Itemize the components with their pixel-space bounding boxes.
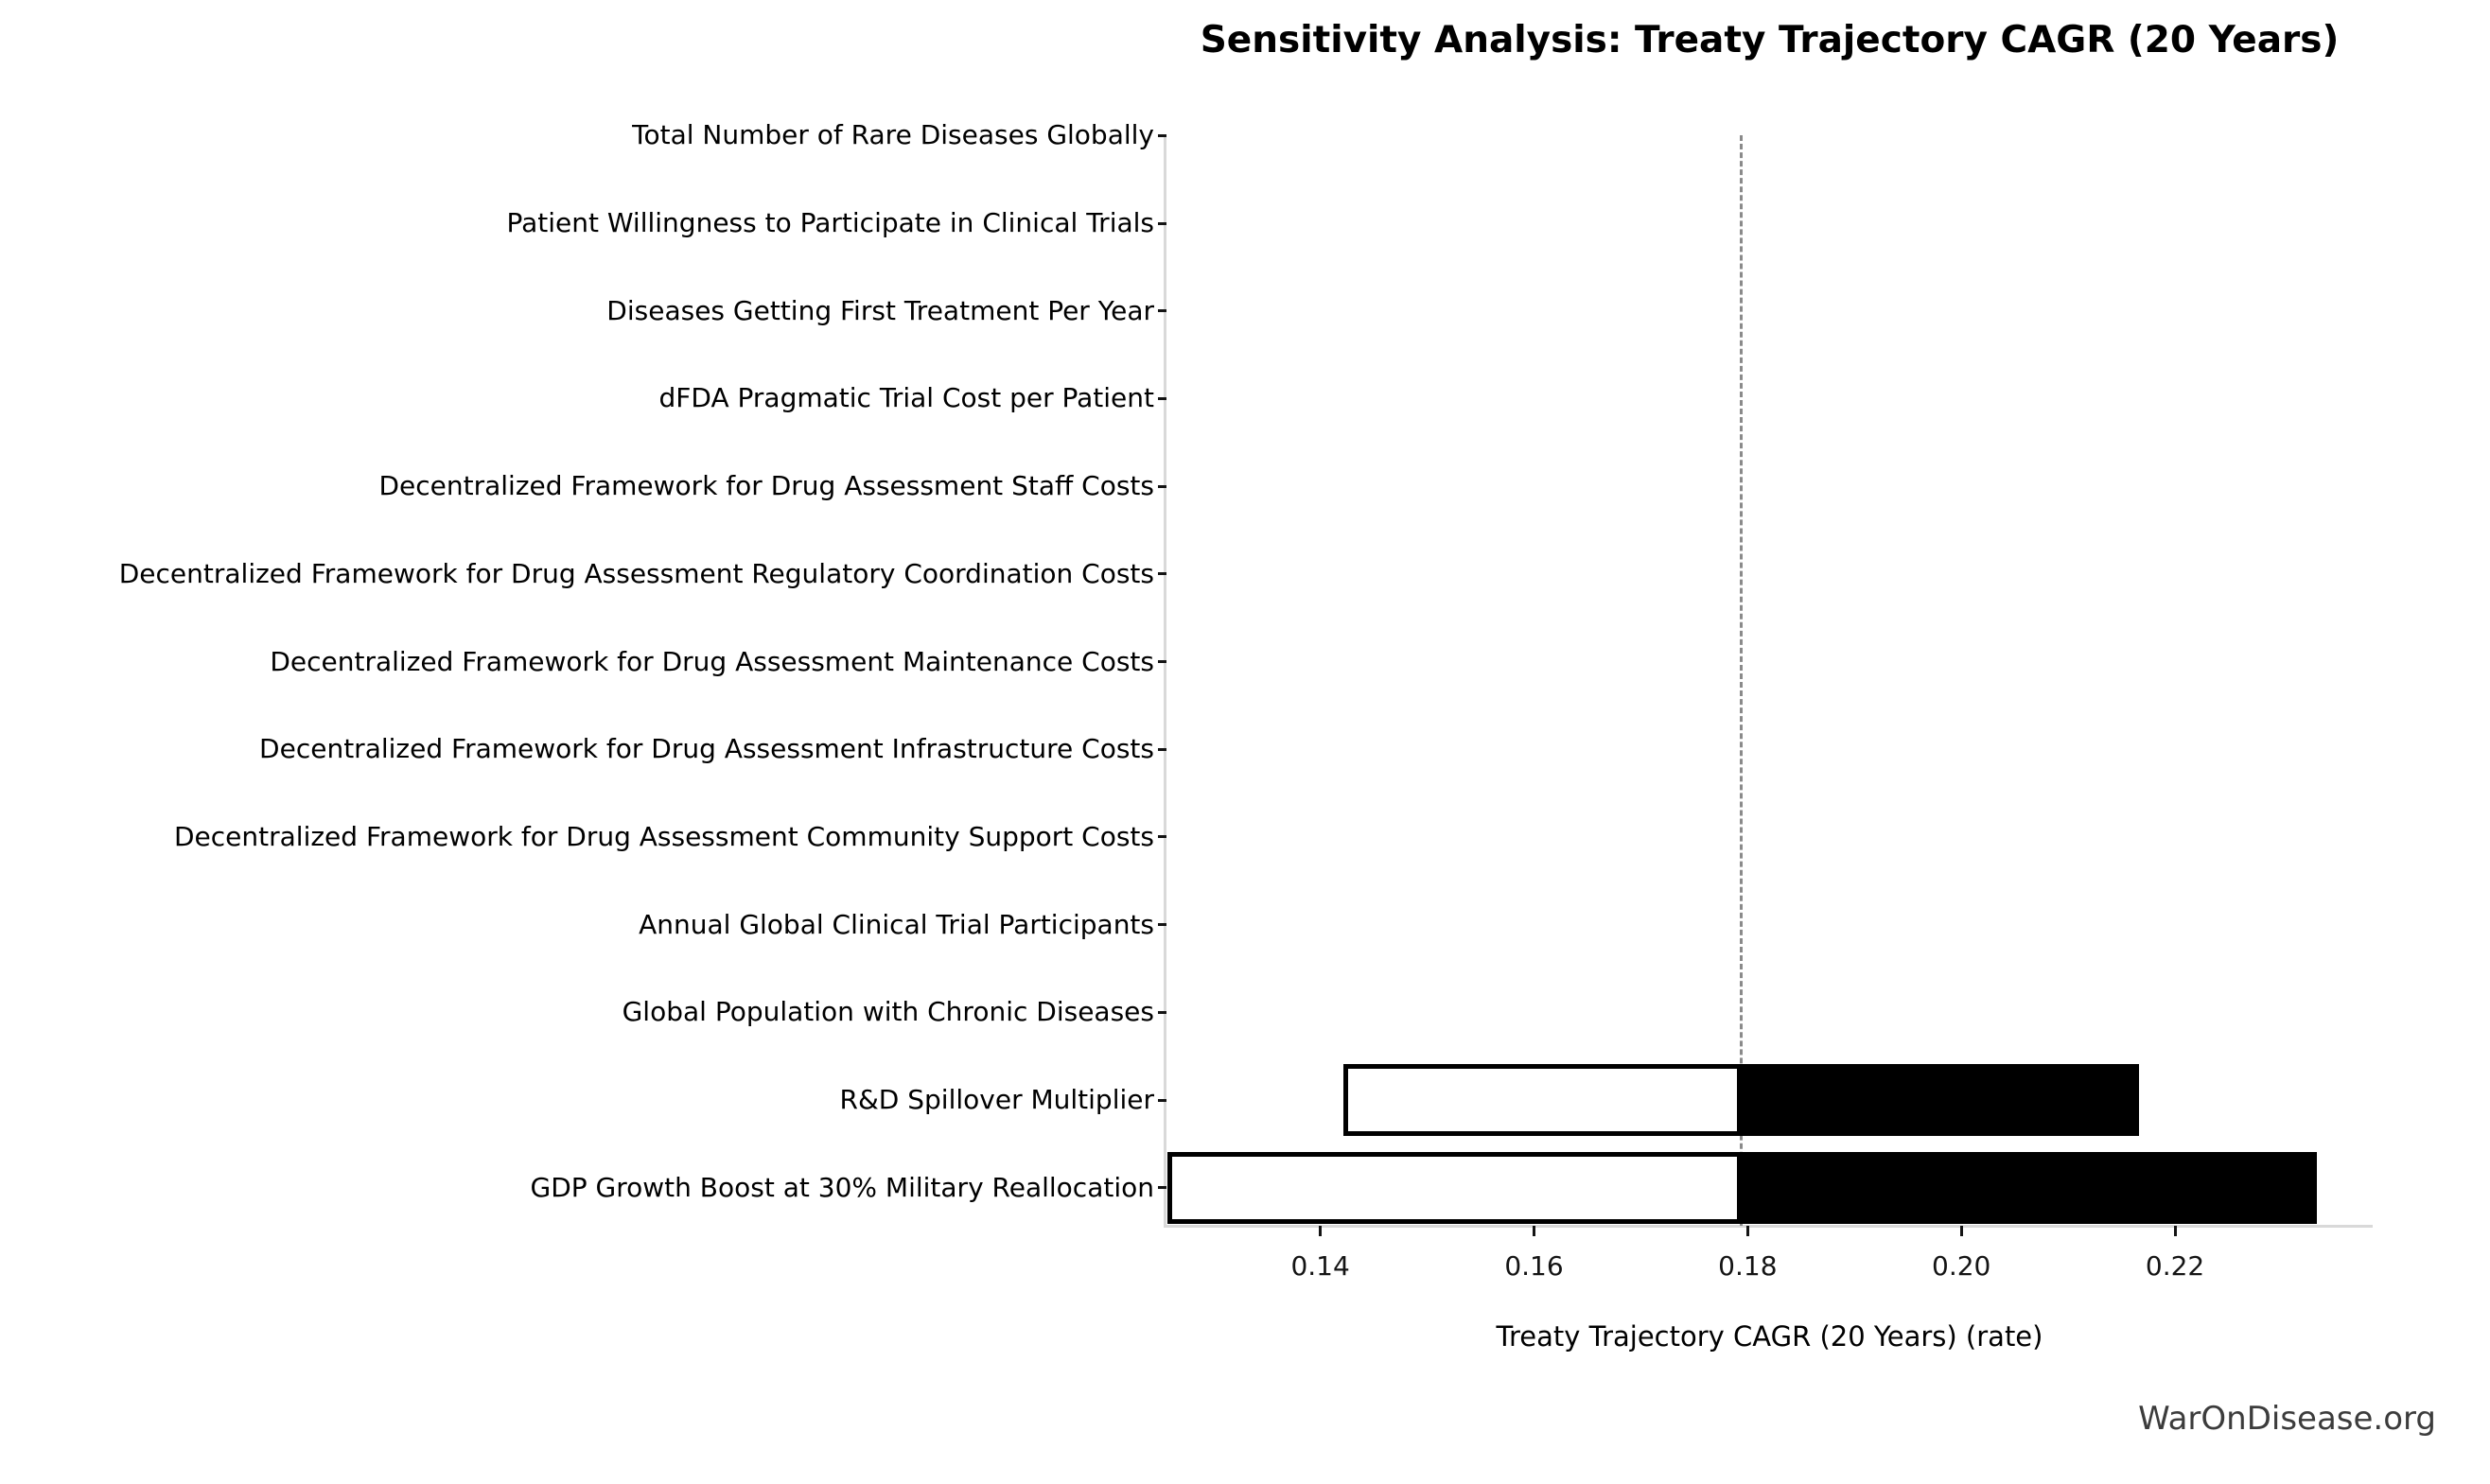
y-tick-mark — [1158, 1010, 1166, 1014]
x-tick-label: 0.20 — [1932, 1250, 1991, 1282]
y-tick-mark — [1158, 1098, 1166, 1102]
x-tick-mark — [1959, 1226, 1963, 1236]
y-category-label: R&D Spillover Multiplier — [839, 1084, 1155, 1115]
x-tick-label: 0.14 — [1290, 1250, 1350, 1282]
tornado-bar-high-segment — [1741, 1064, 2139, 1136]
y-tick-mark — [1158, 221, 1166, 225]
y-category-label: Total Number of Rare Diseases Globally — [632, 119, 1154, 151]
y-category-label: Decentralized Framework for Drug Assessm… — [174, 820, 1154, 852]
tornado-bar-low-segment — [1343, 1064, 1742, 1136]
y-category-label: Decentralized Framework for Drug Assessm… — [118, 557, 1154, 589]
y-tick-mark — [1158, 923, 1166, 927]
y-tick-mark — [1158, 396, 1166, 400]
y-tick-mark — [1158, 309, 1166, 313]
x-tick-label: 0.18 — [1718, 1250, 1778, 1282]
y-category-label: Decentralized Framework for Drug Assessm… — [270, 645, 1154, 677]
y-category-label: GDP Growth Boost at 30% Military Realloc… — [530, 1171, 1154, 1203]
y-tick-mark — [1158, 484, 1166, 488]
y-category-label: Decentralized Framework for Drug Assessm… — [259, 733, 1154, 765]
y-tick-mark — [1158, 660, 1166, 663]
x-tick-label: 0.22 — [2145, 1250, 2205, 1282]
y-tick-mark — [1158, 835, 1166, 839]
tornado-bar-high-segment — [1741, 1151, 2318, 1224]
y-tick-mark — [1158, 572, 1166, 576]
y-category-label: Annual Global Clinical Trial Participant… — [639, 908, 1154, 940]
y-category-label: Global Population with Chronic Diseases — [622, 996, 1154, 1028]
x-tick-mark — [1745, 1226, 1749, 1236]
tornado-bar-low-segment — [1167, 1151, 1742, 1224]
y-tick-mark — [1158, 747, 1166, 751]
watermark-text: WarOnDisease.org — [2138, 1400, 2436, 1438]
y-category-label: dFDA Pragmatic Trial Cost per Patient — [658, 382, 1155, 414]
x-axis-title: Treaty Trajectory CAGR (20 Years) (rate) — [1496, 1320, 2043, 1353]
y-category-label: Patient Willingness to Participate in Cl… — [506, 207, 1154, 238]
x-tick-mark — [1319, 1226, 1323, 1236]
x-tick-label: 0.16 — [1504, 1250, 1564, 1282]
y-tick-mark — [1158, 1186, 1166, 1190]
y-category-label: Decentralized Framework for Drug Assessm… — [378, 470, 1154, 502]
y-tick-mark — [1158, 133, 1166, 137]
y-category-label: Diseases Getting First Treatment Per Yea… — [606, 294, 1154, 326]
x-tick-mark — [2173, 1226, 2177, 1236]
baseline-marker — [1740, 135, 1744, 1226]
y-axis-line — [1164, 135, 1166, 1226]
x-axis-line — [1164, 1225, 2373, 1228]
x-tick-mark — [1532, 1226, 1535, 1236]
chart-title: Sensitivity Analysis: Treaty Trajectory … — [1200, 19, 2340, 61]
